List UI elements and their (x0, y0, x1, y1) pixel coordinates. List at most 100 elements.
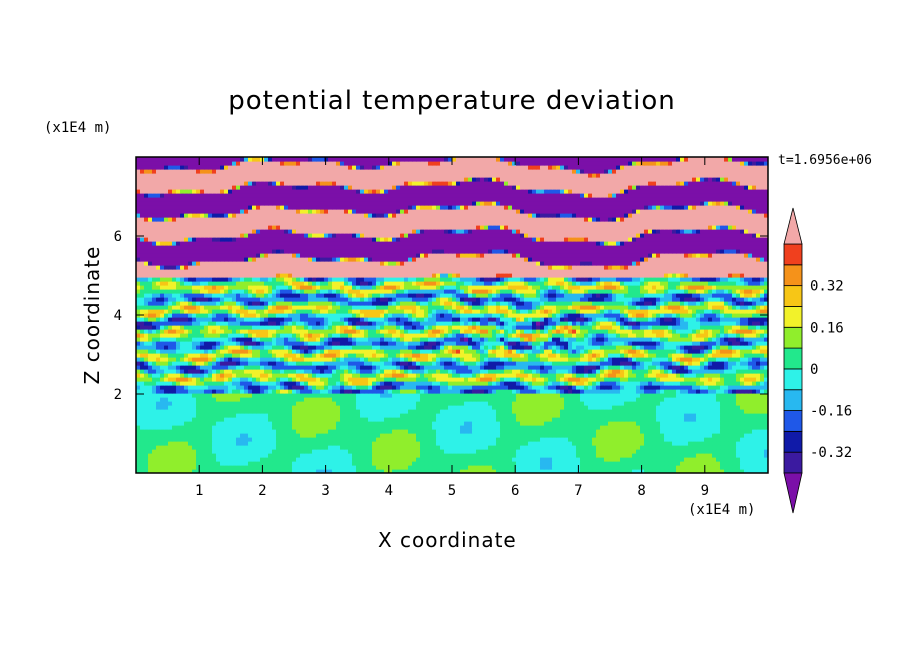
heatmap-cell (560, 369, 565, 374)
heatmap-cell (384, 441, 389, 446)
heatmap-cell (764, 465, 768, 470)
heatmap-cell (608, 349, 613, 354)
heatmap-cell (348, 373, 353, 378)
heatmap-cell (216, 453, 221, 458)
heatmap-cell (224, 373, 229, 378)
heatmap-cell (300, 385, 305, 390)
heatmap-cell (268, 429, 273, 434)
heatmap-cell (212, 353, 217, 358)
heatmap-cell (316, 405, 321, 410)
heatmap-cell (388, 369, 393, 374)
heatmap-cell (680, 413, 685, 418)
heatmap-cell (240, 437, 245, 442)
heatmap-cell (600, 385, 605, 390)
heatmap-cell (472, 461, 477, 466)
heatmap-cell (396, 441, 401, 446)
heatmap-cell (724, 401, 729, 406)
heatmap-cell (416, 381, 421, 386)
heatmap-cell (576, 357, 581, 362)
heatmap-cell (552, 385, 557, 390)
heatmap-cell (616, 381, 621, 386)
heatmap-cell (340, 377, 345, 382)
heatmap-cell (428, 461, 433, 466)
heatmap-cell (188, 429, 193, 434)
heatmap-cell (496, 397, 501, 402)
heatmap-cell (472, 373, 477, 378)
heatmap-cell (340, 417, 345, 422)
heatmap-cell (408, 361, 413, 366)
heatmap-cell (408, 345, 413, 350)
heatmap-cell (760, 409, 765, 414)
heatmap-cell (408, 417, 413, 422)
heatmap-cell (388, 385, 393, 390)
heatmap-cell (652, 401, 657, 406)
heatmap-cell (264, 361, 269, 366)
heatmap-cell (656, 457, 661, 462)
heatmap-cell (556, 433, 561, 438)
heatmap-cell (152, 453, 157, 458)
heatmap-cell (504, 421, 509, 426)
heatmap-cell (544, 417, 549, 422)
heatmap-cell (600, 449, 605, 454)
heatmap-cell (540, 457, 545, 462)
heatmap-cell (356, 405, 361, 410)
heatmap-cell (196, 361, 201, 366)
heatmap-cell (620, 377, 625, 382)
heatmap-cell (544, 465, 549, 470)
heatmap-cell (444, 357, 449, 362)
heatmap-cell (424, 349, 429, 354)
heatmap-cell (512, 385, 517, 390)
heatmap-cell (724, 381, 729, 386)
heatmap-cell (576, 453, 581, 458)
heatmap-cell (748, 381, 753, 386)
heatmap-cell (540, 409, 545, 414)
heatmap-cell (708, 449, 713, 454)
heatmap-cell (152, 377, 157, 382)
heatmap-cell (376, 345, 381, 350)
heatmap-cell (364, 365, 369, 370)
heatmap-cell (444, 417, 449, 422)
heatmap-cell (160, 469, 165, 473)
heatmap-cell (168, 369, 173, 374)
heatmap-cell (276, 465, 281, 470)
heatmap-cell (244, 429, 249, 434)
heatmap-cell (488, 377, 493, 382)
heatmap-cell (428, 469, 433, 473)
heatmap-cell (136, 365, 141, 370)
heatmap-cell (676, 413, 681, 418)
heatmap-cell (180, 437, 185, 442)
heatmap-cell (568, 465, 573, 470)
heatmap-cell (212, 345, 217, 350)
heatmap-cell (644, 357, 649, 362)
heatmap-cell (596, 405, 601, 410)
heatmap-cell (484, 377, 489, 382)
heatmap-cell (452, 353, 457, 358)
heatmap-cell (340, 369, 345, 374)
heatmap-cell (708, 361, 713, 366)
heatmap-cell (156, 413, 161, 418)
heatmap-cell (304, 365, 309, 370)
heatmap-cell (212, 389, 217, 394)
heatmap-cell (312, 461, 317, 466)
heatmap-cell (212, 361, 217, 366)
heatmap-cell (496, 433, 501, 438)
heatmap-cell (672, 461, 677, 466)
heatmap-cell (676, 469, 681, 473)
heatmap-cell (484, 409, 489, 414)
heatmap-cell (216, 449, 221, 454)
heatmap-cell (520, 361, 525, 366)
heatmap-cell (312, 345, 317, 350)
heatmap-cell (492, 417, 497, 422)
heatmap-cell (288, 469, 293, 473)
heatmap-cell (356, 349, 361, 354)
chart-title: potential temperature deviation (228, 86, 676, 116)
heatmap-cell (656, 465, 661, 470)
heatmap-cell (572, 381, 577, 386)
heatmap-cell (720, 353, 725, 358)
heatmap-cell (356, 425, 361, 430)
heatmap-cell (440, 365, 445, 370)
heatmap-cell (588, 421, 593, 426)
heatmap-cell (220, 453, 225, 458)
heatmap-cell (468, 449, 473, 454)
heatmap-cell (692, 429, 697, 434)
